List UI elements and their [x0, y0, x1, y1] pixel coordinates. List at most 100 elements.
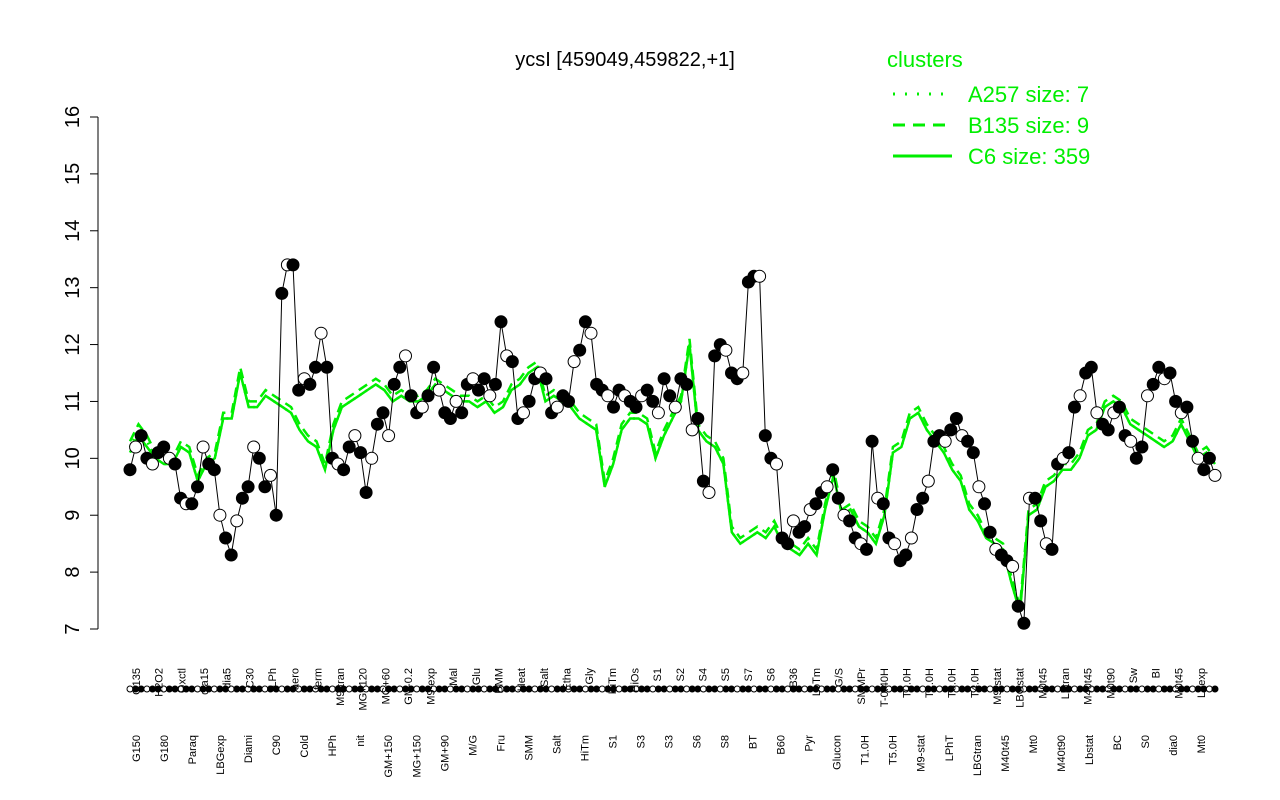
rug-mark — [593, 685, 601, 693]
x-tick-label: T3.0H — [947, 668, 959, 698]
rug-mark — [913, 685, 921, 693]
data-point — [1090, 406, 1104, 420]
x-tick-label: T2.0H — [924, 668, 936, 698]
x-tick-label: M/G — [467, 735, 479, 756]
data-point — [399, 349, 412, 363]
x-tick-label: Salt — [539, 668, 551, 687]
x-tick-label: M9-stat — [992, 668, 1004, 705]
data-point — [370, 417, 384, 431]
x-tick-label: Gly — [584, 668, 596, 685]
x-tick-label: S4 — [698, 668, 710, 681]
data-point — [241, 480, 255, 494]
data-point — [983, 525, 997, 539]
data-point — [230, 514, 244, 528]
rug-mark — [1144, 685, 1151, 693]
x-tick-label: S3 — [664, 735, 676, 748]
rug-mark — [446, 685, 454, 693]
rug-mark — [891, 685, 899, 693]
data-point — [1124, 434, 1138, 448]
x-tick-label: dia5 — [222, 668, 234, 689]
data-point — [573, 343, 587, 357]
x-tick-label: LPh — [267, 668, 279, 688]
x-tick-label: T0.0H — [901, 668, 913, 698]
data-point — [264, 468, 277, 482]
data-point — [1169, 394, 1183, 408]
x-tick-label: SMM — [523, 735, 535, 761]
x-tick-label: M0t45 — [1173, 668, 1185, 699]
x-tick-label: Mal — [448, 668, 460, 686]
x-tick-label: C30 — [244, 668, 256, 688]
y-tick-label: 15 — [62, 163, 84, 185]
chart-title: ycsI [459049,459822,+1] — [515, 49, 735, 71]
x-tick-label: LBGtran — [972, 735, 984, 776]
data-point — [213, 508, 227, 522]
x-tick-label: MG+150 — [411, 735, 423, 778]
data-point — [539, 372, 553, 386]
data-point — [567, 355, 581, 369]
data-point — [376, 406, 390, 420]
rug-mark — [531, 685, 539, 693]
data-point — [382, 429, 396, 443]
rug-mark — [716, 685, 724, 693]
x-tick-label: LPhT — [944, 735, 956, 762]
x-tick-label: LBGexp — [215, 735, 227, 775]
y-tick-label: 16 — [62, 106, 84, 128]
data-point — [1011, 599, 1025, 613]
rug-mark — [801, 685, 809, 693]
data-point — [1163, 366, 1177, 380]
x-tick-label: Lbtran — [1060, 668, 1072, 699]
x-tick-label: B36 — [788, 668, 800, 688]
data-point — [365, 451, 379, 465]
data-point — [421, 389, 435, 403]
rug-mark — [1093, 685, 1101, 693]
series-line-dashed — [128, 338, 1216, 607]
data-point — [578, 315, 592, 329]
data-point — [843, 514, 857, 528]
x-tick-label: Lbexp — [1196, 668, 1208, 698]
y-axis: 7 8 9 10 11 12 13 14 15 16 — [62, 106, 99, 635]
data-point — [629, 400, 643, 414]
data-point — [972, 480, 986, 494]
data-point — [443, 412, 457, 425]
x-tick-label: LoTm — [811, 668, 823, 696]
rug-mark — [761, 685, 769, 693]
series-line-dotted — [128, 344, 1217, 613]
data-point — [1129, 451, 1143, 465]
x-tick-label: GM+90 — [439, 735, 451, 771]
data-point — [916, 491, 930, 505]
rug-mark — [188, 685, 196, 693]
data-point — [522, 394, 536, 408]
rug-mark — [1149, 685, 1157, 693]
data-point — [1135, 440, 1149, 454]
y-tick-label: 12 — [62, 333, 84, 355]
data-point — [123, 463, 137, 477]
data-point — [1101, 423, 1115, 437]
data-point — [286, 258, 300, 272]
data-point — [1045, 542, 1059, 556]
data-point — [488, 377, 502, 391]
data-point — [320, 360, 334, 374]
data-point — [1202, 451, 1216, 465]
x-tick-label: M9-stat — [916, 735, 928, 772]
x-tick-label: Paraq — [187, 735, 199, 764]
x-tick-label: Pyr — [804, 735, 816, 752]
x-tick-label: LBGstat — [1015, 668, 1027, 708]
y-tick-label: 13 — [62, 277, 84, 299]
data-point — [865, 434, 879, 448]
data-point — [235, 491, 249, 505]
legend-label: C6 size: 359 — [968, 144, 1090, 169]
data-point — [129, 440, 143, 454]
x-tick-label: T4.0H — [969, 668, 981, 698]
rug-mark — [677, 685, 685, 693]
x-tick-label: MG+60 — [380, 668, 392, 704]
data-point — [427, 360, 441, 374]
x-tick-label: M40t45 — [1083, 668, 1095, 705]
y-tick-label: 8 — [62, 567, 84, 578]
y-tick-label: 14 — [62, 220, 84, 242]
data-point — [758, 429, 772, 443]
data-point — [1146, 377, 1160, 391]
data-point — [196, 440, 210, 454]
x-tick-label: G/S — [833, 668, 845, 687]
x-tick-label: nit — [355, 735, 367, 747]
legend-title: clusters — [887, 47, 963, 72]
